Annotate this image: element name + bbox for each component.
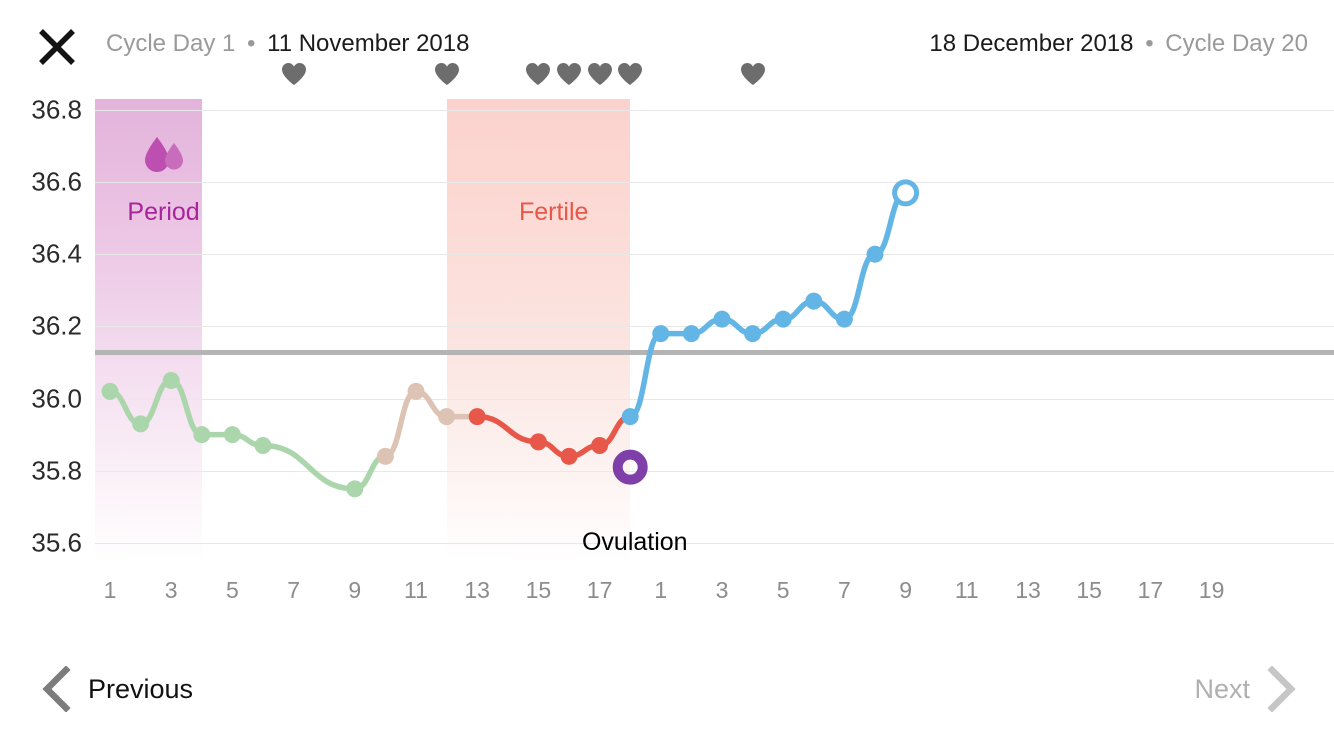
header-left-separator: • (247, 30, 256, 57)
x-axis-tick-label: 3 (164, 577, 178, 603)
today-data-point[interactable] (892, 179, 920, 207)
gridline (95, 326, 1334, 328)
data-point[interactable] (774, 310, 792, 328)
band-fertile (446, 99, 631, 561)
data-point[interactable] (407, 382, 425, 400)
data-point[interactable] (805, 292, 823, 310)
x-axis-tick-label: 9 (348, 577, 362, 603)
data-point[interactable] (132, 415, 150, 433)
close-icon[interactable] (36, 26, 78, 68)
temperature-series (101, 179, 920, 498)
x-axis-tick-label: 5 (225, 577, 239, 603)
x-axis-tick-label: 17 (586, 577, 613, 603)
band-label-period: Period (127, 198, 200, 226)
data-point[interactable] (254, 437, 272, 454)
gridline (95, 542, 1334, 544)
data-point[interactable] (682, 325, 700, 343)
data-point[interactable] (835, 310, 853, 328)
x-axis-tick-label: 11 (404, 577, 428, 603)
x-axis-tick-label: 15 (1076, 577, 1102, 603)
data-point[interactable] (468, 408, 486, 426)
x-axis-tick-label: 1 (103, 577, 117, 603)
data-point[interactable] (652, 325, 670, 343)
header-start-info: Cycle Day 1 • 11 November 2018 (106, 28, 469, 60)
chevron-left-icon (40, 666, 72, 712)
x-axis-tick-label: 9 (899, 577, 912, 603)
data-point[interactable] (591, 437, 609, 454)
y-axis-tick-label: 35.6 (31, 527, 82, 558)
intercourse-marker-row (0, 62, 1334, 96)
y-axis-tick-label: 36.6 (31, 166, 82, 197)
data-point[interactable] (621, 408, 639, 426)
band-label-ovulation: Ovulation (581, 528, 688, 556)
data-point[interactable] (713, 310, 731, 328)
start-cycle-day: Cycle Day 1 (106, 30, 236, 57)
heart-icon (281, 62, 307, 86)
y-axis-tick-label: 36.2 (31, 310, 82, 341)
y-axis-tick-label: 35.8 (31, 455, 82, 486)
header-bar: Cycle Day 1 • 11 November 2018 18 Decemb… (0, 0, 1334, 72)
x-axis-tick-label: 17 (1137, 577, 1164, 603)
previous-cycle-button[interactable]: Previous (40, 666, 193, 712)
gridline (95, 109, 1334, 111)
data-point[interactable] (193, 426, 211, 444)
x-axis-tick-label: 13 (464, 577, 490, 603)
chart-area: 36.8 36.6 36.4 36.2 36.0 35.8 35.6 Period Fertil… (31, 94, 1334, 603)
data-point[interactable] (346, 480, 364, 498)
x-axis-tick-label: 5 (776, 577, 790, 603)
x-axis-tick-label: 15 (525, 577, 552, 603)
y-axis-tick-label: 36.4 (31, 238, 82, 269)
data-point[interactable] (162, 372, 180, 390)
gridline (95, 182, 1334, 184)
data-point[interactable] (866, 245, 884, 263)
x-axis-tick-label: 3 (715, 577, 729, 603)
data-point[interactable] (376, 447, 394, 465)
footer-bar: Previous 1 cycle3 cycles9 cycles Next (0, 620, 1334, 750)
end-cycle-day: Cycle Day 20 (1165, 30, 1308, 57)
next-label: Next (1194, 673, 1250, 704)
heart-icon (525, 62, 551, 86)
x-axis-tick-label: 13 (1015, 577, 1041, 603)
heart-icon (556, 62, 582, 86)
start-date: 11 November 2018 (267, 30, 470, 57)
heart-icon (434, 62, 460, 86)
x-axis-tick-label: 7 (287, 577, 300, 603)
y-axis-tick-label: 36.8 (31, 94, 82, 125)
gridline (95, 470, 1334, 472)
heart-icon (740, 62, 766, 86)
data-point[interactable] (744, 325, 762, 343)
gridline (95, 254, 1334, 256)
blood-drops-icon (142, 135, 186, 173)
band-period (94, 99, 202, 561)
data-point[interactable] (438, 408, 456, 426)
x-axis-tick-label: 1 (654, 577, 668, 603)
band-label-fertile: Fertile (518, 198, 589, 226)
data-point[interactable] (529, 433, 547, 451)
header-right-separator: • (1145, 30, 1154, 57)
header-end-info: 18 December 2018 • Cycle Day 20 (929, 28, 1308, 60)
data-point[interactable] (223, 426, 241, 444)
gridline (95, 398, 1334, 400)
x-axis-tick-label: 11 (954, 577, 979, 603)
x-axis-tick-label: 7 (837, 577, 851, 603)
heart-icon (587, 62, 613, 86)
ovulation-marker[interactable] (95, 99, 1334, 561)
coverline (95, 349, 1334, 355)
data-point[interactable] (101, 382, 119, 400)
next-cycle-button[interactable]: Next (1194, 666, 1298, 712)
data-point[interactable] (560, 447, 578, 465)
chevron-right-icon (1266, 666, 1298, 712)
heart-icon (617, 62, 643, 86)
end-date: 18 December 2018 (929, 30, 1134, 57)
previous-label: Previous (88, 673, 194, 704)
x-axis-tick-label: 19 (1198, 577, 1225, 603)
y-axis-tick-label: 36.0 (31, 383, 82, 414)
chart-plot: 36.8 36.6 36.4 36.2 36.0 35.8 35.6 Period Fertil… (31, 94, 1334, 603)
